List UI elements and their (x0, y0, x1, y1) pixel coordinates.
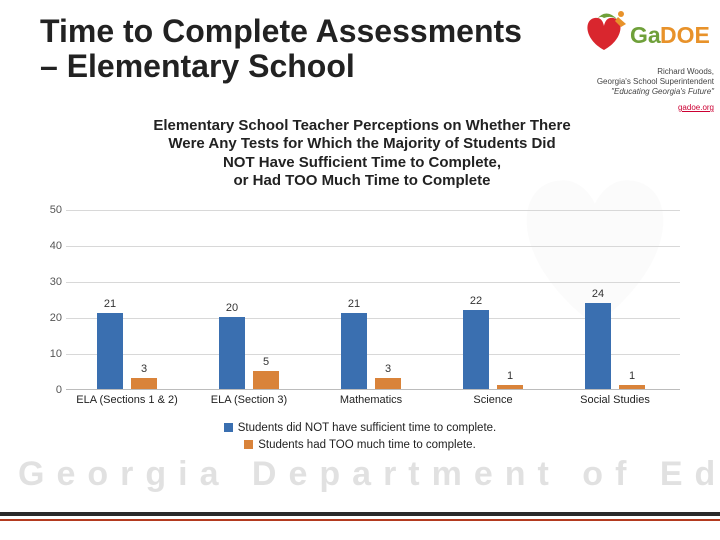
subtitle-line: NOT Have Sufficient Time to Complete, (223, 154, 501, 171)
chart-value-label: 1 (490, 370, 530, 382)
chart-legend: Students did NOT have sufficient time to… (40, 420, 680, 455)
legend-item: Students had TOO much time to complete. (40, 437, 680, 454)
subtitle-line: Elementary School Teacher Perceptions on… (153, 117, 570, 134)
bar-chart: 01020304050 213ELA (Sections 1 & 2)205EL… (40, 210, 680, 435)
chart-value-label: 5 (246, 356, 286, 368)
chart-bar (219, 317, 245, 389)
chart-xlabel: Social Studies (580, 394, 650, 406)
chart-bar (463, 310, 489, 389)
chart-xlabel: ELA (Section 3) (211, 394, 287, 406)
chart-bar (97, 313, 123, 389)
subtitle-line: or Had TOO Much Time to Complete (234, 172, 491, 189)
chart-value-label: 21 (334, 298, 374, 310)
legend-item: Students did NOT have sufficient time to… (40, 420, 680, 437)
chart-ytick: 20 (40, 312, 62, 324)
header-tagline: "Educating Georgia's Future" (544, 87, 714, 97)
chart-value-label: 24 (578, 288, 618, 300)
chart-value-label: 20 (212, 302, 252, 314)
header-name: Richard Woods, (544, 67, 714, 77)
chart-bar (253, 371, 279, 389)
svg-text:Ga: Ga (630, 22, 661, 48)
legend-label: Students did NOT have sufficient time to… (238, 422, 496, 434)
chart-xlabel: ELA (Sections 1 & 2) (76, 394, 178, 406)
chart-gridline (66, 210, 680, 211)
chart-value-label: 3 (124, 363, 164, 375)
chart-ytick: 40 (40, 240, 62, 252)
chart-xlabel: Science (473, 394, 512, 406)
chart-subtitle: Elementary School Teacher Perceptions on… (82, 117, 642, 190)
chart-bar (375, 378, 401, 389)
chart-bar (585, 303, 611, 389)
chart-ytick: 50 (40, 204, 62, 216)
chart-bar (619, 385, 645, 389)
chart-value-label: 22 (456, 295, 496, 307)
header-role: Georgia's School Superintendent (544, 77, 714, 87)
chart-gridline (66, 246, 680, 247)
chart-bar (497, 385, 523, 389)
legend-swatch-icon (244, 440, 253, 449)
chart-plot-area: 213ELA (Sections 1 & 2)205ELA (Section 3… (66, 210, 680, 390)
chart-gridline (66, 282, 680, 283)
legend-label: Students had TOO much time to complete. (258, 439, 476, 451)
subtitle-line: Were Any Tests for Which the Majority of… (168, 135, 555, 152)
header-right: Ga DOE Richard Woods, Georgia's School S… (544, 10, 714, 115)
chart-value-label: 1 (612, 370, 652, 382)
chart-bar (341, 313, 367, 389)
chart-bar (131, 378, 157, 389)
svg-text:DOE: DOE (660, 22, 710, 48)
chart-value-label: 3 (368, 363, 408, 375)
footer-rule-accent (0, 519, 720, 521)
footer-rule (0, 512, 720, 516)
chart-ytick: 10 (40, 348, 62, 360)
gadoe-logo: Ga DOE (574, 10, 714, 62)
chart-xlabel: Mathematics (340, 394, 402, 406)
page-title: Time to Complete Assessments – Elementar… (40, 14, 540, 83)
chart-ytick: 30 (40, 276, 62, 288)
chart-ytick: 0 (40, 384, 62, 396)
header-link[interactable]: gadoe.org (678, 103, 714, 112)
legend-swatch-icon (224, 423, 233, 432)
chart-value-label: 21 (90, 298, 130, 310)
